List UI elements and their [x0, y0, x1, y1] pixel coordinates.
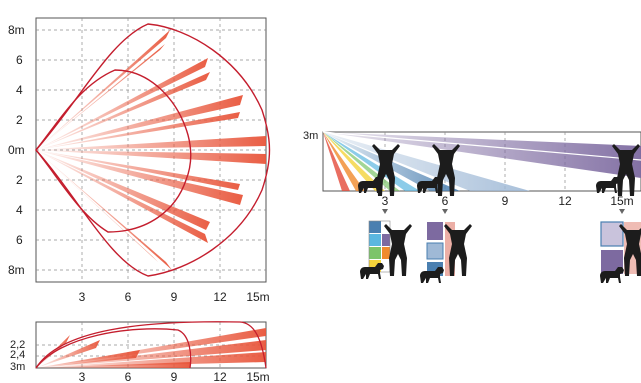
beam-purple: [323, 132, 641, 178]
vertical-x-label-15m: 15m: [610, 194, 633, 208]
top-y-label-2-top: 2: [16, 113, 23, 127]
vertical-x-label-9: 9: [502, 194, 509, 208]
top-y-label-8m-top: 8m: [8, 23, 25, 37]
top-y-label-2-bottom: 2: [16, 173, 23, 187]
marker-arrow-15: [619, 209, 625, 214]
top-y-label-4-bottom: 4: [16, 203, 23, 217]
side-x-label-3: 3: [79, 370, 86, 383]
vertical-view-panel: 3m 3 6 9 12 15m: [303, 130, 641, 214]
top-y-label-4-top: 4: [16, 83, 23, 97]
side-y-label-3m: 3m: [10, 361, 25, 373]
side-x-label-12: 12: [213, 370, 227, 383]
side-x-label-6: 6: [125, 370, 132, 383]
sensor-pixel-15m: [600, 221, 641, 283]
top-y-label-8m-bottom: 8m: [8, 263, 25, 277]
top-view-beams: [36, 30, 266, 270]
marker-arrow-6: [442, 209, 448, 214]
sensor-pixel-3m: [360, 220, 412, 279]
side-y-label-2-2: 2,2: [10, 339, 25, 351]
top-y-label-6-bottom: 6: [16, 233, 23, 247]
top-x-label-15m: 15m: [246, 290, 269, 304]
top-x-label-3: 3: [79, 290, 86, 304]
side-view-beams: [36, 328, 266, 368]
top-y-label-6-top: 6: [16, 53, 23, 67]
vertical-x-label-3: 3: [382, 194, 389, 208]
top-view-panel: 8m 6 4 2 0m 2 4 6 8m 3 6 9 12 15m: [8, 17, 271, 304]
long-range-outline: [35, 23, 271, 277]
top-view-grid: [36, 18, 266, 282]
side-x-label-15m: 15m: [246, 370, 269, 383]
vertical-height-label: 3m: [303, 130, 318, 142]
marker-arrow-3: [382, 209, 388, 214]
side-x-label-9: 9: [171, 370, 178, 383]
side-view-panel: 2,2 2,4 3m 3 6 9 12 15m: [10, 321, 270, 383]
sensor-pixel-6m: [420, 222, 472, 283]
top-x-label-9: 9: [171, 290, 178, 304]
side-short-range-outline: [35, 328, 192, 369]
vertical-x-label-6: 6: [442, 194, 449, 208]
side-y-label-2-4: 2,4: [10, 349, 25, 361]
side-long-range-outline: [35, 321, 267, 369]
top-y-label-0m: 0m: [8, 143, 25, 157]
short-range-outline: [35, 69, 192, 233]
top-x-label-6: 6: [125, 290, 132, 304]
top-x-label-12: 12: [213, 290, 227, 304]
vertical-x-label-12: 12: [558, 194, 572, 208]
